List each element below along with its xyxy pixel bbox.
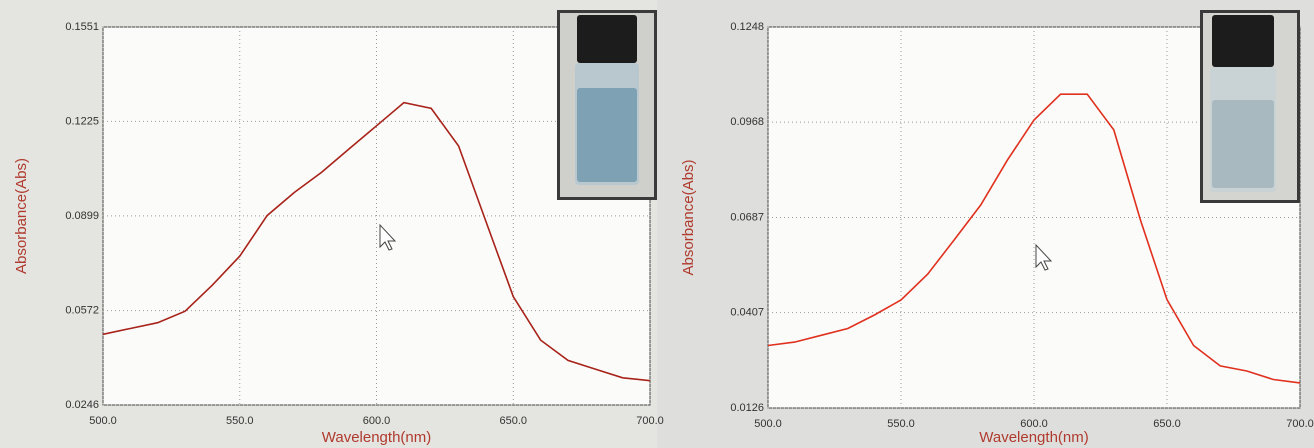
y-tick-label: 0.1248: [730, 21, 764, 33]
y-tick-label: 0.0246: [65, 399, 99, 411]
y-tick-label: 0.0968: [730, 116, 764, 128]
y-axis-title: Absorbance(Abs): [680, 160, 697, 276]
spectrum-line: [767, 93, 1301, 384]
x-tick-label: 600.0: [363, 415, 391, 427]
vial-photo-right: [1200, 10, 1300, 203]
x-tick-label: 700.0: [636, 415, 664, 427]
x-tick-label: 700.0: [1286, 418, 1314, 430]
y-tick-label: 0.0899: [65, 210, 99, 222]
y-tick-label: 0.1225: [65, 115, 99, 127]
x-tick-label: 650.0: [499, 415, 527, 427]
x-tick-label: 500.0: [89, 415, 117, 427]
y-tick-label: 0.0126: [730, 402, 764, 414]
cursor: [379, 223, 397, 251]
x-tick-label: 550.0: [887, 418, 915, 430]
y-tick-label: 0.0687: [730, 211, 764, 223]
x-axis-title: Wavelength(nm): [979, 429, 1088, 446]
cursor: [1035, 243, 1053, 271]
y-tick-label: 0.1551: [65, 21, 99, 33]
y-axis-title: Absorbance(Abs): [13, 158, 30, 274]
x-axis-title: Wavelength(nm): [322, 429, 431, 446]
x-tick-label: 600.0: [1020, 418, 1048, 430]
spectrum-line: [102, 101, 651, 382]
y-tick-label: 0.0407: [730, 306, 764, 318]
x-tick-label: 650.0: [1153, 418, 1181, 430]
vial-photo-left: [557, 10, 657, 200]
x-tick-label: 500.0: [754, 418, 782, 430]
x-tick-label: 550.0: [226, 415, 254, 427]
y-tick-label: 0.0572: [65, 304, 99, 316]
